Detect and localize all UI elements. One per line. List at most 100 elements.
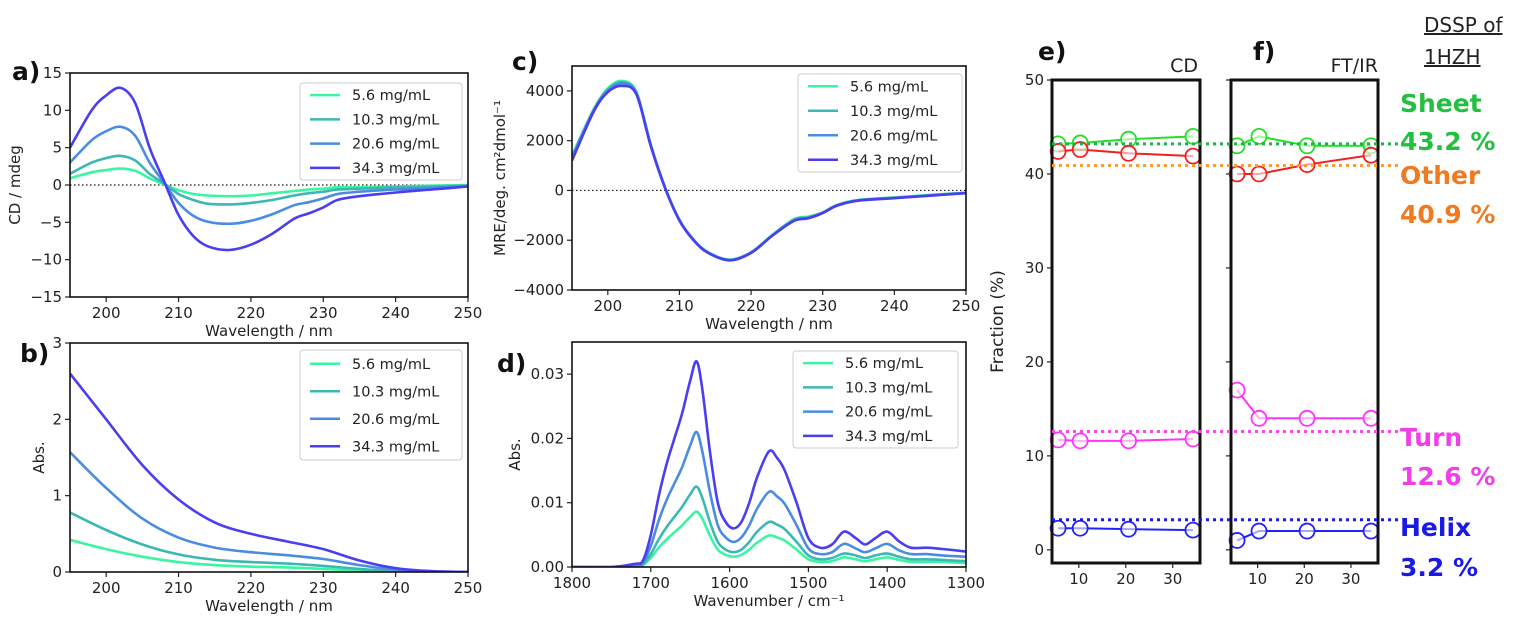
x-tick-label: 1400: [868, 574, 906, 592]
legend-label: 34.3 mg/mL: [845, 429, 932, 445]
panel-a: 200 210 220 230 240 250 −15 −10 −5 0 5 10 15a) Wavele…: [6, 57, 482, 340]
data-point-turn: [1120, 432, 1137, 450]
legend-item: 10.3 mg/mL: [310, 384, 439, 400]
data-point-sheet: [1250, 127, 1268, 145]
x-tick-label: 230: [309, 579, 338, 597]
x-tick-label: 200: [92, 304, 121, 322]
series-line: [70, 86, 468, 252]
x-tick-label: 210: [164, 579, 193, 597]
legend-item: 5.6 mg/mL: [310, 88, 430, 104]
x-tick-label: 1300: [947, 574, 985, 592]
x-tick-label: 30: [1341, 570, 1360, 588]
legend-item: 34.3 mg/mL: [803, 429, 932, 445]
data-point-other: [1120, 144, 1137, 162]
legend-label: 34.3 mg/mL: [850, 153, 937, 169]
y-tick-label: 0: [1034, 541, 1044, 559]
data-point-other: [1071, 141, 1089, 158]
legend-item: 20.6 mg/mL: [310, 137, 439, 153]
x-tick-label: 10: [1069, 570, 1088, 588]
x-tick-label: 250: [454, 579, 483, 597]
y-axis-label: Abs.: [30, 441, 48, 473]
legend-item: 34.3 mg/mL: [310, 439, 439, 455]
legend: 5.6 mg/mL 10.3 mg/mL 20.6 mg/mL 34.3 mg/mL: [797, 73, 963, 173]
y-tick-label: 10: [43, 101, 62, 119]
legend-label: 10.3 mg/mL: [845, 380, 932, 396]
y-tick-label: 0.01: [531, 494, 564, 512]
plot-frame: [69, 72, 469, 298]
data-point-sheet: [1298, 137, 1316, 155]
panel-title: FT/IR: [1331, 55, 1378, 77]
y-tick-label: 0.03: [531, 365, 564, 383]
y-tick-label: 3: [52, 334, 62, 352]
data-point-helix: [1298, 522, 1316, 540]
series-line: [572, 510, 966, 567]
series-line: [70, 538, 468, 572]
series-line: [572, 485, 966, 567]
dssp-value-turn: 12.6 %: [1400, 462, 1495, 491]
series-line: [70, 511, 468, 572]
y-tick-label: 2000: [526, 132, 564, 150]
y-axis-label: CD / mdeg: [6, 145, 24, 225]
y-tick-label: 2: [52, 410, 62, 428]
dssp-label-helix: Helix: [1400, 513, 1471, 542]
legend-item: 10.3 mg/mL: [803, 380, 932, 396]
data-point-turn: [1184, 430, 1202, 448]
x-tick-label: 200: [92, 579, 121, 597]
y-tick-label: 0.02: [531, 429, 564, 447]
y-tick-label: 0: [554, 181, 564, 199]
legend: 5.6 mg/mL 10.3 mg/mL 20.6 mg/mL 34.3 mg/mL: [299, 82, 463, 181]
legend-item: 34.3 mg/mL: [808, 153, 937, 169]
plot-frame: [571, 65, 967, 291]
x-tick-label: 240: [381, 304, 410, 322]
series-line: [572, 84, 966, 262]
legend-box: [792, 350, 959, 449]
legend-box: [299, 82, 463, 181]
dssp-heading: DSSP of: [1424, 13, 1503, 37]
legend-label: 20.6 mg/mL: [845, 405, 932, 421]
series-group: [572, 79, 966, 262]
x-tick-label: 210: [665, 297, 694, 315]
y-tick-label: 40: [1025, 165, 1044, 183]
legend-item: 5.6 mg/mL: [808, 79, 928, 95]
series-line: [572, 430, 966, 567]
legend-item: 10.3 mg/mL: [808, 104, 937, 120]
legend-box: [299, 349, 463, 461]
legend-label: 5.6 mg/mL: [850, 79, 928, 95]
x-tick-label: 250: [454, 304, 483, 322]
legend-label: 10.3 mg/mL: [850, 104, 937, 120]
legend: 5.6 mg/mL 10.3 mg/mL 20.6 mg/mL 34.3 mg/mL: [792, 350, 959, 449]
x-tick-label: 30: [1163, 570, 1182, 588]
series-group: [572, 359, 966, 567]
dssp-heading: 1HZH: [1424, 45, 1481, 69]
y-tick-label: −15: [30, 288, 62, 306]
x-tick-label: 200: [593, 297, 622, 315]
panel-b: 200 210 220 230 240 250 0 1 2 3b) Wavelength / nm A…: [20, 334, 482, 615]
panel-title: CD: [1170, 55, 1198, 77]
legend-label: 34.3 mg/mL: [352, 439, 439, 455]
y-tick-label: 1: [52, 487, 62, 505]
x-tick-label: 250: [952, 297, 981, 315]
panel-d: 1800 1700 1600 1500 1400 1300 0.00 0.01 0.02 0.03…: [497, 341, 985, 610]
y-tick-label: 5: [52, 139, 62, 157]
y-tick-label: 50: [1025, 71, 1044, 89]
panel-label: f): [1253, 37, 1275, 66]
data-point-helix: [1362, 522, 1380, 540]
dssp-label-other: Other: [1400, 161, 1481, 190]
panel-f: 10 20 30 f) FT/IR: [1226, 37, 1380, 588]
panel-label: b): [20, 339, 49, 368]
series-line: [572, 359, 966, 567]
dssp-value-helix: 3.2 %: [1400, 553, 1478, 582]
x-axis-label: Wavenumber / cm⁻¹: [693, 592, 844, 610]
data-point-other: [1250, 165, 1268, 183]
y-axis-label: Abs.: [506, 438, 524, 470]
x-tick-label: 1600: [711, 574, 749, 592]
y-tick-label: 0: [52, 563, 62, 581]
panel-label: e): [1038, 37, 1066, 66]
data-point-helix: [1250, 522, 1268, 540]
dssp-value-other: 40.9 %: [1400, 200, 1495, 229]
y-tick-label: 30: [1025, 259, 1044, 277]
legend-label: 5.6 mg/mL: [352, 357, 430, 373]
data-point-helix: [1120, 520, 1137, 538]
x-tick-label: 220: [237, 579, 266, 597]
